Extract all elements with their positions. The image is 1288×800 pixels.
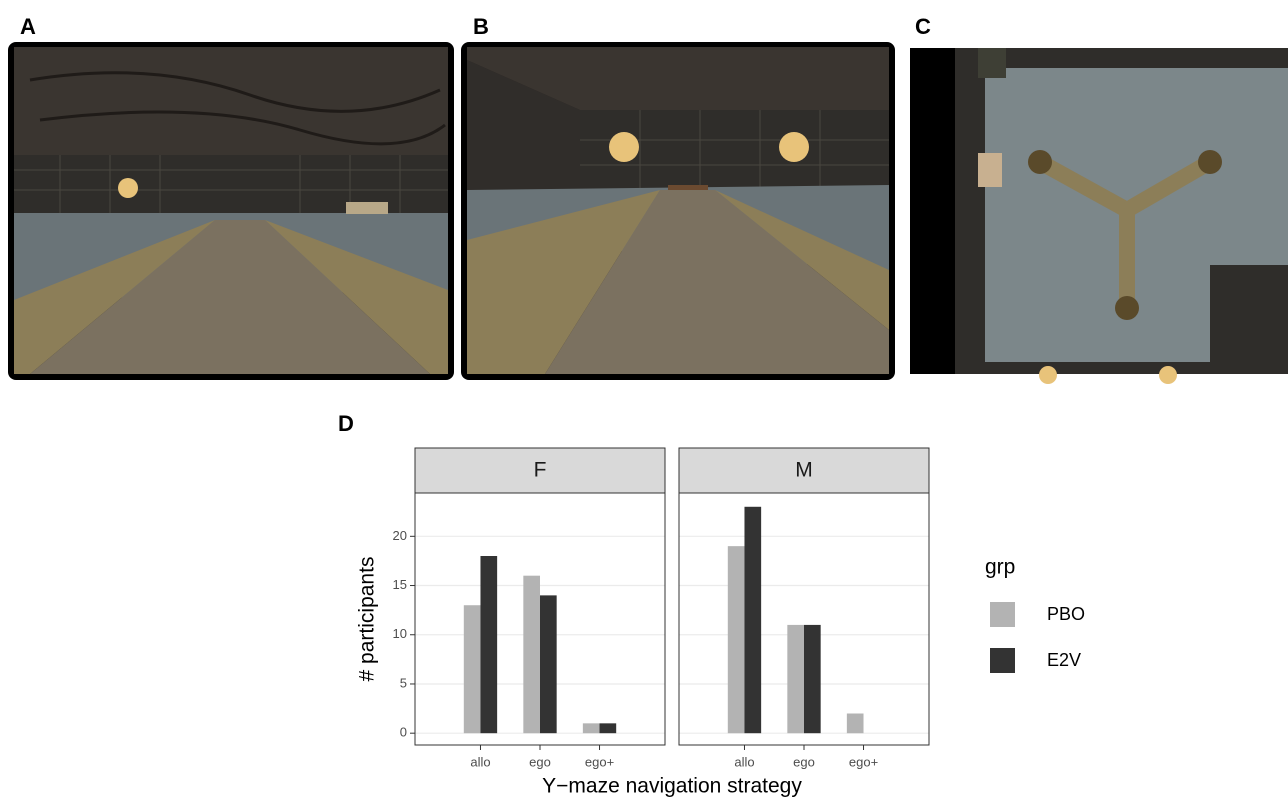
x-tick-label: allo — [734, 754, 754, 769]
bar — [540, 595, 557, 733]
panel-label: B — [473, 14, 489, 39]
y-tick-label: 10 — [393, 626, 407, 641]
x-axis-title: Y−maze navigation strategy — [542, 775, 802, 798]
bar — [600, 723, 617, 733]
x-tick-label: ego+ — [849, 754, 878, 769]
x-tick-label: allo — [470, 754, 490, 769]
bar — [787, 625, 804, 733]
legend-title: grp — [985, 556, 1015, 579]
panel-b-image — [461, 42, 895, 380]
bar — [804, 625, 821, 733]
legend-label: E2V — [1047, 650, 1081, 670]
legend-key — [990, 648, 1015, 673]
strip-title: F — [534, 459, 547, 482]
panel-label: D — [338, 411, 354, 436]
x-tick-label: ego — [793, 754, 815, 769]
y-tick-label: 0 — [400, 725, 407, 740]
y-tick-label: 5 — [400, 675, 407, 690]
y-tick-label: 15 — [393, 577, 407, 592]
figure: A B C D Y−maze navigation strategy # par… — [0, 0, 1288, 800]
strip-title: M — [795, 459, 813, 482]
y-tick-label: 20 — [393, 528, 407, 543]
panel-label: C — [915, 14, 931, 39]
x-tick-label: ego — [529, 754, 551, 769]
bar — [480, 556, 497, 733]
bar — [464, 605, 481, 733]
bar — [744, 507, 761, 733]
bar — [847, 714, 864, 734]
x-tick-label: ego+ — [585, 754, 614, 769]
y-axis-title: # participants — [356, 557, 379, 682]
legend-key — [990, 602, 1015, 627]
panel-a-image — [8, 42, 454, 380]
panel-label: A — [20, 14, 36, 39]
bar — [523, 576, 540, 734]
panel-c-image — [910, 48, 1288, 384]
legend-label: PBO — [1047, 604, 1085, 624]
bar — [728, 546, 745, 733]
bar — [583, 723, 600, 733]
